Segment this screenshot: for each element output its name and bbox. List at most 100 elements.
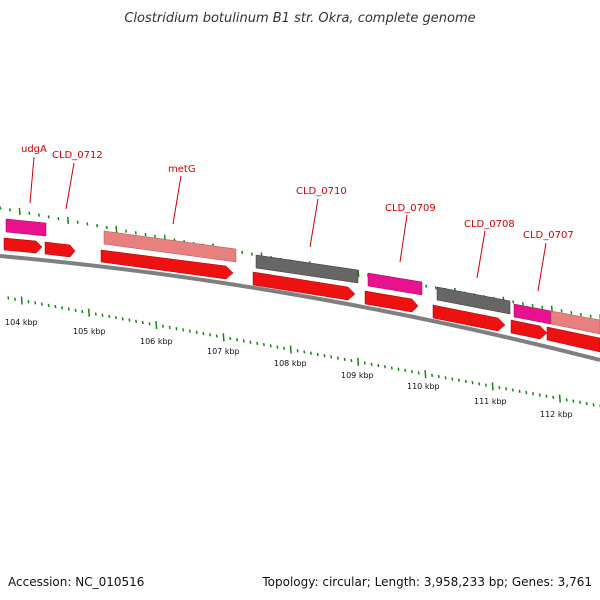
cds-CLD_0707-arrow[interactable] bbox=[510, 319, 548, 340]
gene-udgA-box[interactable] bbox=[5, 218, 47, 237]
lower-minor-tick bbox=[94, 312, 97, 316]
lower-minor-tick bbox=[209, 333, 212, 337]
lower-minor-tick bbox=[296, 349, 299, 353]
upper-major-tick bbox=[18, 207, 21, 216]
gene-metG-box[interactable] bbox=[103, 230, 237, 263]
upper-minor-tick bbox=[541, 305, 544, 310]
lower-major-tick bbox=[424, 370, 427, 379]
label-CLD_0710[interactable]: CLD_0710 bbox=[296, 186, 347, 197]
lower-minor-tick bbox=[7, 296, 10, 300]
gene-CLD_0710-box[interactable] bbox=[255, 254, 359, 284]
lower-minor-tick bbox=[538, 393, 541, 397]
cds-udgA-arrow[interactable] bbox=[3, 237, 43, 254]
cds-metG-arrow[interactable] bbox=[100, 249, 234, 280]
lower-minor-tick bbox=[579, 400, 582, 404]
lower-major-tick bbox=[155, 320, 158, 330]
lower-minor-tick bbox=[34, 301, 37, 305]
upper-minor-tick bbox=[37, 213, 41, 217]
lower-minor-tick bbox=[188, 329, 191, 333]
lower-minor-tick bbox=[511, 388, 514, 392]
label-CLD_0707[interactable]: CLD_0707 bbox=[523, 230, 574, 241]
coordinate-label: 111 kbp bbox=[474, 397, 507, 406]
upper-minor-tick bbox=[579, 312, 582, 317]
accession-text: Accession: NC_010516 bbox=[8, 575, 144, 589]
lower-minor-tick bbox=[108, 314, 111, 319]
upper-minor-tick bbox=[512, 300, 515, 304]
gene-next-box[interactable] bbox=[550, 310, 600, 335]
upper-minor-tick bbox=[76, 220, 79, 224]
lower-minor-tick bbox=[262, 342, 265, 347]
lower-minor-tick bbox=[309, 351, 313, 355]
lower-minor-tick bbox=[269, 344, 272, 348]
lower-minor-tick bbox=[383, 365, 387, 369]
lower-minor-tick bbox=[303, 350, 306, 354]
pointer-metG bbox=[172, 175, 182, 225]
lower-minor-tick bbox=[518, 389, 521, 393]
label-metG[interactable]: metG bbox=[168, 164, 196, 175]
gene-CLD_0709-box[interactable] bbox=[367, 272, 423, 296]
lower-minor-tick bbox=[471, 381, 474, 385]
lower-minor-tick bbox=[525, 390, 528, 395]
lower-minor-tick bbox=[40, 302, 43, 306]
lower-minor-tick bbox=[444, 376, 447, 380]
lower-minor-tick bbox=[457, 378, 461, 382]
upper-minor-tick bbox=[125, 229, 128, 233]
genome-backbone bbox=[0, 254, 600, 362]
upper-minor-tick bbox=[0, 206, 2, 210]
label-CLD_0708[interactable]: CLD_0708 bbox=[464, 219, 515, 230]
lower-minor-tick bbox=[498, 385, 501, 390]
lower-minor-tick bbox=[61, 306, 64, 310]
lower-minor-tick bbox=[229, 336, 232, 341]
coordinate-label: 112 kbp bbox=[540, 410, 573, 419]
lower-minor-tick bbox=[67, 307, 70, 311]
upper-minor-tick bbox=[434, 286, 437, 290]
cds-CLD_0712-arrow[interactable] bbox=[44, 241, 76, 258]
lower-minor-tick bbox=[101, 313, 104, 317]
label-udgA[interactable]: udgA bbox=[21, 144, 47, 155]
pointer-CLD_0709 bbox=[399, 214, 408, 263]
coordinate-label: 104 kbp bbox=[5, 318, 38, 327]
upper-minor-tick bbox=[521, 302, 524, 306]
lower-major-tick bbox=[222, 333, 225, 342]
label-CLD_0712[interactable]: CLD_0712 bbox=[52, 150, 103, 161]
lower-minor-tick bbox=[242, 339, 245, 343]
gene-CLD_0708-box[interactable] bbox=[436, 286, 511, 315]
coordinate-label: 106 kbp bbox=[140, 337, 173, 346]
lower-minor-tick bbox=[505, 387, 508, 391]
upper-minor-tick bbox=[589, 314, 592, 318]
upper-minor-tick bbox=[241, 250, 244, 255]
lower-minor-tick bbox=[276, 345, 279, 349]
lower-minor-tick bbox=[377, 363, 380, 368]
lower-minor-tick bbox=[121, 317, 124, 321]
lower-minor-tick bbox=[195, 330, 198, 335]
lower-minor-tick bbox=[168, 325, 171, 330]
lower-minor-tick bbox=[572, 399, 575, 403]
upper-minor-tick bbox=[531, 303, 534, 308]
cds-CLD_0710-arrow[interactable] bbox=[252, 271, 356, 301]
label-CLD_0709[interactable]: CLD_0709 bbox=[385, 203, 436, 214]
lower-minor-tick bbox=[585, 401, 588, 406]
lower-minor-tick bbox=[437, 374, 440, 379]
upper-minor-tick bbox=[144, 232, 147, 237]
cds-CLD_0708-arrow[interactable] bbox=[432, 304, 506, 332]
lower-minor-tick bbox=[135, 319, 138, 323]
coordinate-label: 108 kbp bbox=[274, 359, 307, 368]
gene-labels: udgA CLD_0712 metG CLD_0710 CLD_0709 CLD… bbox=[21, 144, 574, 241]
gene-track bbox=[5, 218, 600, 335]
lower-minor-tick bbox=[202, 331, 205, 336]
lower-minor-tick bbox=[336, 356, 339, 360]
upper-minor-tick bbox=[105, 225, 108, 230]
cds-CLD_0709-arrow[interactable] bbox=[364, 290, 419, 313]
lower-minor-tick bbox=[431, 373, 434, 377]
upper-minor-tick bbox=[134, 231, 137, 235]
lower-tick-row bbox=[7, 296, 600, 408]
lower-major-tick bbox=[87, 308, 91, 317]
lower-minor-tick bbox=[74, 308, 77, 312]
upper-major-tick bbox=[66, 216, 70, 224]
lower-major-tick bbox=[357, 357, 360, 366]
pointer-CLD_0708 bbox=[476, 230, 486, 279]
lower-minor-tick bbox=[182, 328, 185, 332]
cds-next-arrow[interactable] bbox=[546, 326, 600, 353]
lower-minor-tick bbox=[363, 361, 366, 365]
